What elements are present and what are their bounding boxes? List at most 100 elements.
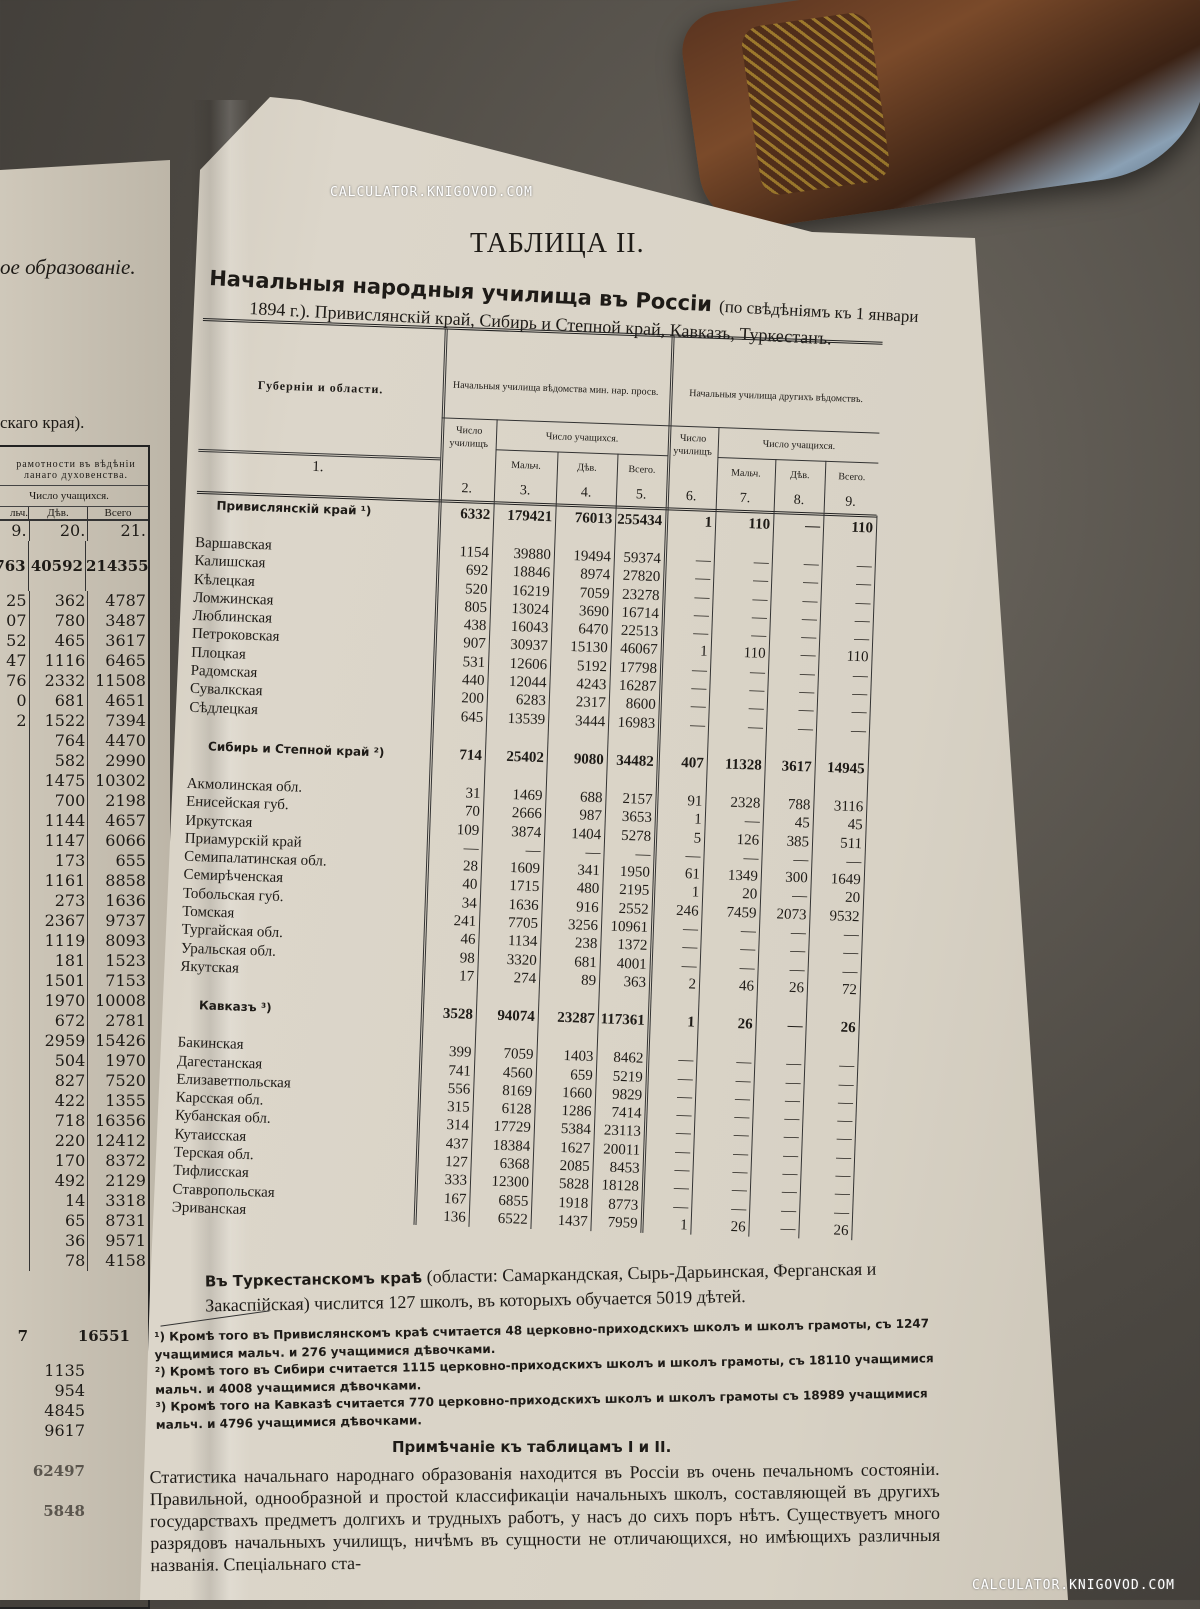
value-cell: 173 bbox=[28, 851, 88, 871]
header-girls-2: Дѣв. bbox=[789, 469, 810, 482]
value-cell: — bbox=[676, 1088, 693, 1106]
total-cell: 3617 bbox=[781, 758, 812, 776]
total-cell: — bbox=[804, 518, 821, 535]
value-cell: 6470 bbox=[578, 621, 609, 639]
value-cell: 440 bbox=[461, 672, 485, 690]
value-cell: 1 bbox=[694, 811, 703, 828]
value-cell: 16714 bbox=[621, 604, 660, 622]
value-cell: 362 bbox=[28, 591, 88, 611]
value-cell: — bbox=[750, 627, 767, 645]
value-cell: 13539 bbox=[507, 710, 546, 728]
left-table-row: 700 2198 bbox=[0, 791, 148, 811]
page-fold bbox=[190, 100, 250, 1600]
value-cell: — bbox=[784, 1110, 800, 1128]
left-subheader: Число учащихся. bbox=[0, 486, 148, 507]
value-cell: — bbox=[802, 574, 819, 591]
value-cell: 181 bbox=[28, 951, 88, 971]
value-cell: 333 bbox=[444, 1172, 468, 1190]
value-cell: — bbox=[731, 1182, 748, 1199]
value-cell: 12300 bbox=[491, 1173, 530, 1192]
value-cell: — bbox=[793, 851, 809, 869]
value-cell: 18846 bbox=[512, 564, 551, 582]
value-cell: 1437 bbox=[557, 1212, 588, 1230]
value-cell: 98 bbox=[459, 949, 476, 967]
total-cell: 179421 bbox=[507, 507, 553, 526]
value-cell: — bbox=[681, 957, 697, 975]
col-number: 4. bbox=[580, 485, 592, 501]
value-cell: — bbox=[735, 1072, 751, 1090]
value-cell: — bbox=[855, 594, 871, 612]
value-cell: 341 bbox=[577, 862, 601, 880]
value-cell: 2195 bbox=[619, 882, 650, 900]
value-cell: — bbox=[676, 1107, 692, 1124]
total-cell: 23287 bbox=[557, 1010, 596, 1028]
left-table-row: 14 3318 bbox=[0, 1191, 148, 1211]
value-cell: 1144 bbox=[28, 811, 88, 831]
value-cell: 46 bbox=[460, 931, 476, 949]
value-cell: 1660 bbox=[561, 1084, 593, 1102]
left-table-row: 52 465 3617 bbox=[0, 631, 148, 651]
total-cell: 25402 bbox=[506, 748, 545, 767]
value-cell bbox=[0, 731, 29, 751]
remark-text: Статистика начальнаго народнаго образова… bbox=[149, 1458, 941, 1576]
value-cell: — bbox=[852, 667, 869, 685]
value-cell: 4560 bbox=[502, 1064, 534, 1082]
value-cell: 8773 bbox=[608, 1196, 639, 1214]
value-cell: 1970 bbox=[87, 1051, 148, 1071]
left-table-row: 07 780 3487 bbox=[0, 611, 148, 631]
left-table-row: 2 1522 7394 bbox=[0, 711, 148, 731]
value-cell: 19494 bbox=[573, 548, 612, 566]
value-cell: 7520 bbox=[87, 1071, 148, 1091]
value-cell: — bbox=[682, 939, 698, 956]
left-col-labels: льч. Дѣв. Всего bbox=[0, 507, 148, 521]
value-cell bbox=[0, 1191, 29, 1211]
value-cell: 6066 bbox=[87, 831, 148, 851]
value-cell: 3444 bbox=[574, 712, 606, 730]
watermark: CALCULATOR.KNIGOVOD.COM bbox=[972, 1578, 1176, 1593]
left-table-row: 47 1116 6465 bbox=[0, 651, 148, 671]
value-cell: 5 bbox=[693, 830, 702, 847]
value-cell: — bbox=[734, 1109, 750, 1126]
value-cell: 3690 bbox=[578, 603, 610, 621]
left-total-row: 76340592214355 bbox=[0, 541, 149, 591]
value-cell: — bbox=[837, 1094, 854, 1111]
value-cell: — bbox=[799, 684, 815, 701]
value-cell: — bbox=[790, 924, 807, 942]
value-cell: — bbox=[801, 610, 818, 628]
value-cell: — bbox=[800, 647, 816, 665]
watermark: CALCULATOR.KNIGOVOD.COM bbox=[330, 185, 534, 200]
value-cell: — bbox=[838, 1076, 854, 1093]
total-cell: 407 bbox=[680, 754, 705, 772]
value-cell bbox=[0, 791, 29, 811]
value-cell: 16219 bbox=[511, 582, 550, 600]
value-cell: — bbox=[799, 665, 816, 683]
value-cell: — bbox=[682, 921, 699, 938]
value-cell: 17729 bbox=[493, 1119, 532, 1137]
value-cell: 504 bbox=[28, 1051, 88, 1071]
value-cell: 78 bbox=[28, 1251, 88, 1271]
value-cell: — bbox=[672, 1198, 689, 1216]
left-page bbox=[0, 160, 170, 1600]
value-cell: — bbox=[786, 1056, 802, 1073]
value-cell: 700 bbox=[28, 791, 88, 811]
value-cell: 688 bbox=[579, 789, 603, 807]
header-region: Губерніи и области. bbox=[257, 377, 384, 397]
value-cell: 59374 bbox=[623, 549, 662, 568]
value-cell: 6465 bbox=[87, 651, 148, 671]
left-header-line2: ланаго духовенства. bbox=[23, 470, 129, 481]
header-group-other: Начальныя училища другихъ вѣдомствъ. bbox=[689, 388, 864, 406]
value-cell bbox=[0, 771, 29, 791]
value-cell: — bbox=[843, 926, 860, 944]
value-cell bbox=[0, 1091, 29, 1111]
value-cell: 2157 bbox=[622, 790, 653, 808]
value-cell: 465 bbox=[28, 631, 88, 651]
value-cell: 200 bbox=[461, 690, 485, 708]
left-table-row: 76 2332 11508 bbox=[0, 671, 148, 691]
total-cell: 117361 bbox=[600, 1011, 646, 1030]
value-cell: — bbox=[851, 704, 867, 721]
value-cell: 4158 bbox=[87, 1251, 148, 1271]
value-cell: 1134 bbox=[507, 933, 538, 951]
value-cell: 987 bbox=[579, 807, 603, 825]
footnotes: ¹) Кромѣ того въ Привислянскомъ краѣ счи… bbox=[154, 1315, 946, 1434]
